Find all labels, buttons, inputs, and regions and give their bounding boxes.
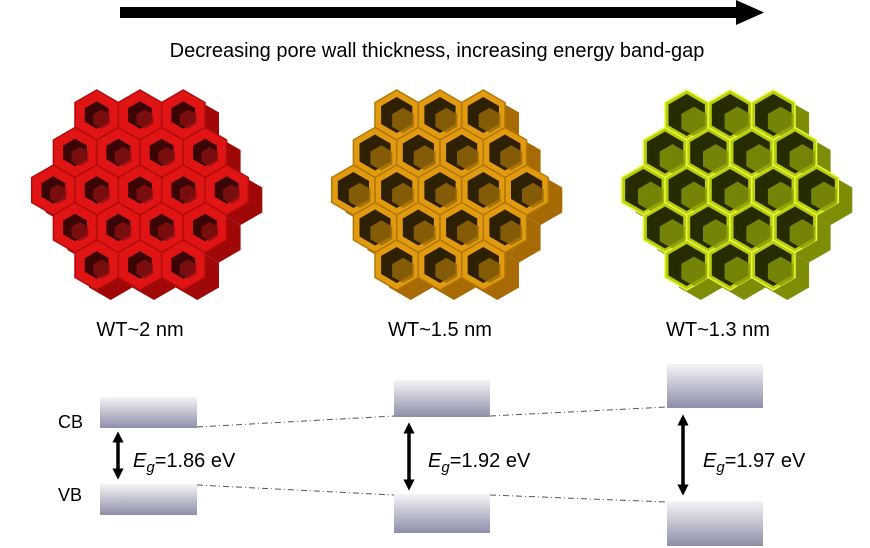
title: Decreasing pore wall thickness, increasi… xyxy=(170,40,705,62)
cell-hole-wall xyxy=(136,109,154,129)
cell-hole-wall xyxy=(746,219,772,249)
cb-band xyxy=(394,380,490,417)
honeycomb xyxy=(330,89,563,300)
cell-hole-wall xyxy=(457,145,479,171)
arrow-shaft xyxy=(120,7,740,18)
vb-line xyxy=(489,494,668,503)
cell-hole-wall xyxy=(659,219,686,249)
cell-hole-wall xyxy=(478,182,501,208)
band-gap-label: Eg=1.97 eV xyxy=(703,450,806,476)
cell-hole-wall xyxy=(179,184,197,204)
cell-hole-wall xyxy=(370,220,393,246)
cell-hole-wall xyxy=(114,222,132,242)
cell-hole-wall xyxy=(413,220,436,246)
band-gap-label: Eg=1.86 eV xyxy=(133,450,236,476)
cell-hole-wall xyxy=(392,182,414,208)
cell-hole-wall xyxy=(93,184,110,204)
cell-hole-wall xyxy=(638,181,664,211)
cell-hole-wall xyxy=(767,256,794,286)
symbol: E xyxy=(703,450,717,472)
cell-hole-wall xyxy=(767,181,794,211)
value: =1.86 eV xyxy=(155,450,236,472)
cell-hole-wall xyxy=(659,144,686,174)
subscript: g xyxy=(716,459,725,476)
cell-hole-wall xyxy=(500,220,523,246)
cell-hole-wall xyxy=(179,259,197,279)
band-gap-label: Eg=1.92 eV xyxy=(428,450,531,476)
vb-line xyxy=(196,484,395,496)
cell-hole-wall xyxy=(522,182,544,208)
cell-hole-wall xyxy=(93,109,110,129)
cell-hole-wall xyxy=(681,256,707,286)
cb-line xyxy=(196,415,395,428)
vb-band xyxy=(100,484,197,515)
cell-hole-wall xyxy=(158,222,175,242)
cell-hole-wall xyxy=(93,259,110,279)
cell-hole-wall xyxy=(703,144,729,174)
cell-hole-wall xyxy=(478,257,501,283)
cell-hole-wall xyxy=(223,184,240,204)
cell-hole-wall xyxy=(435,107,458,133)
cell-hole-wall xyxy=(49,184,67,204)
subscript: g xyxy=(441,459,450,476)
cell-hole-wall xyxy=(435,257,458,283)
band-edge-lines xyxy=(196,406,668,503)
cell-hole-wall xyxy=(201,147,219,167)
symbol: E xyxy=(133,450,147,472)
honeycombs xyxy=(30,89,853,300)
cell-hole-wall xyxy=(392,107,414,133)
cell-hole-wall xyxy=(435,182,458,208)
structure-label: WT~2 nm xyxy=(96,319,183,341)
structure-label: WT~1.3 nm xyxy=(666,319,770,341)
cell-hole-wall xyxy=(789,219,815,249)
gap-arrows xyxy=(112,414,689,496)
cell-hole-wall xyxy=(724,181,751,211)
cell-hole-wall xyxy=(681,106,707,136)
cell-hole-wall xyxy=(724,256,751,286)
cell-hole-wall xyxy=(681,181,707,211)
cell-hole-wall xyxy=(136,184,154,204)
structure-label: WT~1.5 nm xyxy=(388,319,492,341)
cell-hole-wall xyxy=(71,147,89,167)
cell-hole-wall xyxy=(201,222,219,242)
value: =1.97 eV xyxy=(725,450,806,472)
cb-label: CB xyxy=(58,412,83,432)
cell-hole-wall xyxy=(370,145,393,171)
cell-hole-wall xyxy=(158,147,175,167)
cell-hole-wall xyxy=(179,109,197,129)
subscript: g xyxy=(146,459,155,476)
cell-hole-wall xyxy=(348,182,371,208)
cb-band xyxy=(100,397,197,428)
symbol: E xyxy=(428,450,442,472)
cell-hole-wall xyxy=(811,181,837,211)
cell-hole-wall xyxy=(71,222,89,242)
honeycomb xyxy=(30,89,263,300)
cell-hole-wall xyxy=(478,107,501,133)
cell-hole-wall xyxy=(136,259,154,279)
vb-band xyxy=(394,494,490,533)
cell-hole-wall xyxy=(724,106,751,136)
arrow-head xyxy=(736,0,764,25)
cell-hole-wall xyxy=(789,144,815,174)
vb-label: VB xyxy=(58,485,82,505)
cell-hole-wall xyxy=(703,219,729,249)
cell-hole-wall xyxy=(746,144,772,174)
cell-hole-wall xyxy=(500,145,523,171)
vb-band xyxy=(667,501,763,546)
value: =1.92 eV xyxy=(450,450,531,472)
honeycomb xyxy=(620,89,853,300)
cell-hole-wall xyxy=(413,145,436,171)
cb-line xyxy=(489,406,668,417)
bands xyxy=(100,364,763,546)
cell-hole-wall xyxy=(767,106,794,136)
cell-hole-wall xyxy=(392,257,414,283)
cb-band xyxy=(667,364,763,408)
cell-hole-wall xyxy=(457,220,479,246)
cell-hole-wall xyxy=(114,147,132,167)
